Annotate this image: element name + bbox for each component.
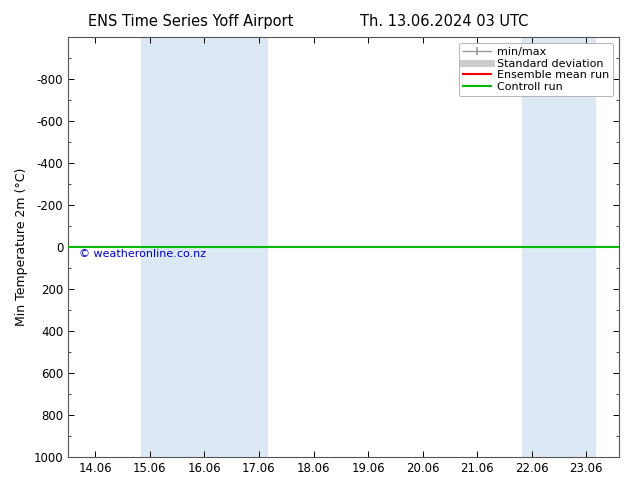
Legend: min/max, Standard deviation, Ensemble mean run, Controll run: min/max, Standard deviation, Ensemble me… <box>459 43 614 97</box>
Y-axis label: Min Temperature 2m (°C): Min Temperature 2m (°C) <box>15 168 28 326</box>
Bar <box>141 37 268 457</box>
Text: © weatheronline.co.nz: © weatheronline.co.nz <box>79 249 206 259</box>
Bar <box>522 37 595 457</box>
Text: ENS Time Series Yoff Airport: ENS Time Series Yoff Airport <box>87 14 293 29</box>
Text: Th. 13.06.2024 03 UTC: Th. 13.06.2024 03 UTC <box>359 14 528 29</box>
